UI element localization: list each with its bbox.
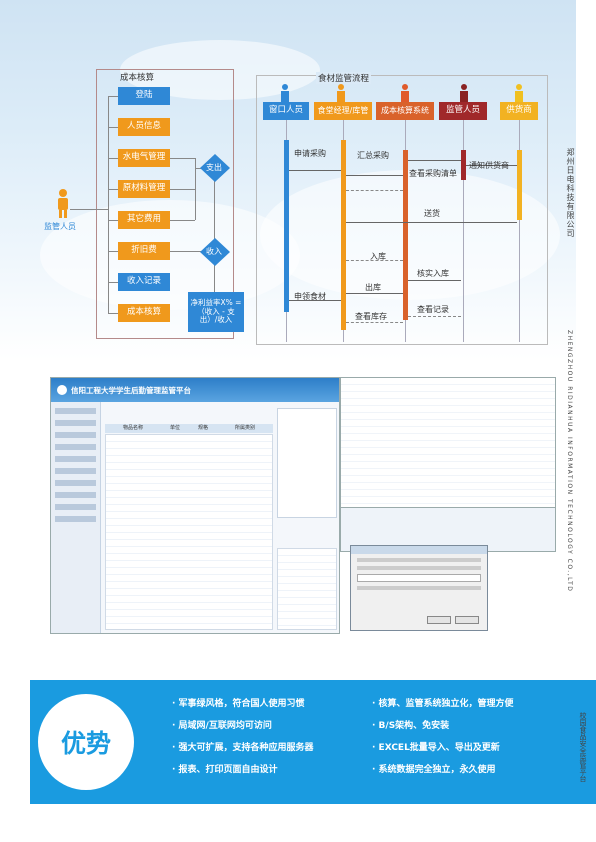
- decision-diamond: [200, 154, 230, 182]
- advantage-item: · 军事绿风格，符合国人使用习惯: [172, 699, 305, 709]
- person-icon: [58, 189, 68, 218]
- advantage-item: · 局域网/互联网均可访问: [172, 721, 272, 731]
- download-dialog: [350, 545, 488, 631]
- msg-stock-out: 出库: [365, 283, 381, 292]
- advantage-item: · 强大可扩展，支持各种应用服务器: [172, 743, 314, 753]
- app-screenshot-detail: [340, 507, 556, 552]
- cost-item-depreciation: 折旧费: [118, 242, 170, 260]
- cost-item-accounting: 成本核算: [118, 304, 170, 322]
- person-icon: [401, 84, 409, 102]
- cost-item-income: 收入记录: [118, 273, 170, 291]
- decision-income: 收入: [206, 247, 222, 256]
- lane-window-staff: 窗口人员: [263, 102, 309, 120]
- person-icon: [281, 84, 289, 102]
- app-screenshot-main: 信阳工程大学学生后勤管理监管平台 物品名称 单位 规格 所属类别: [50, 377, 340, 634]
- company-name-cn: 郑州日电科技有限公司: [566, 148, 575, 238]
- supervision-frame: [256, 75, 548, 345]
- advantage-item: · EXCEL批量导入、导出及更新: [372, 743, 500, 753]
- cost-frame: [96, 69, 234, 339]
- actor-label: 监管人员: [44, 222, 76, 231]
- advantage-item: · 系统数据完全独立，永久使用: [372, 765, 496, 775]
- col-header: 单位: [169, 425, 180, 431]
- cost-item-utilities: 水电气管理: [118, 149, 170, 167]
- lane-canteen-manager: 食堂经理/库管: [314, 102, 372, 120]
- msg-apply-purchase: 申请采购: [294, 149, 326, 158]
- supervision-title: 食材监管流程: [316, 72, 372, 84]
- advantages-badge: 优势: [38, 694, 134, 790]
- lane-supervisor: 监管人员: [439, 102, 487, 120]
- person-icon: [460, 84, 468, 102]
- col-header: 规格: [197, 425, 208, 431]
- msg-requisition: 申领食材: [294, 292, 326, 301]
- advantage-item: · B/S架构、免安装: [372, 721, 450, 731]
- msg-deliver: 送货: [424, 209, 440, 218]
- msg-summarize: 汇总采购: [357, 151, 389, 160]
- screenshot-collage: 信阳工程大学学生后勤管理监管平台 物品名称 单位 规格 所属类别: [50, 377, 556, 634]
- col-header: 物品名称: [122, 425, 143, 431]
- advantage-item: · 报表、打印页面自由设计: [172, 765, 278, 775]
- advantages-title: 优势: [60, 729, 111, 758]
- app-title: 信阳工程大学学生后勤管理监管平台: [71, 385, 191, 395]
- cost-frame-title: 成本核算: [120, 73, 155, 83]
- advantage-item: · 核算、监管系统独立化，管理方便: [372, 699, 514, 709]
- msg-verify-stock-in: 核实入库: [417, 269, 449, 278]
- profit-formula: 净利益率X% = （收入 - 支出）/收入: [188, 292, 244, 332]
- msg-view-inventory: 查看库存: [355, 312, 387, 321]
- person-icon: [337, 84, 345, 102]
- data-table-rows: [105, 434, 273, 630]
- cost-item-materials: 原材料管理: [118, 180, 170, 198]
- cost-item-login: 登陆: [118, 87, 170, 105]
- company-name-en: ZHENGZHOU RIDIANHUA INFORMATION TECHNOLO…: [566, 330, 573, 593]
- decision-diamond: [200, 238, 230, 266]
- msg-notify-supplier: 通知供货商: [469, 161, 509, 170]
- app-logo-icon: [57, 385, 67, 395]
- cost-item-other: 其它费用: [118, 211, 170, 229]
- app-screenshot-table: [340, 377, 556, 527]
- msg-stock-in: 入库: [370, 252, 386, 261]
- cost-item-staff: 人员信息: [118, 118, 170, 136]
- lane-supplier: 供货商: [500, 102, 538, 120]
- msg-view-records: 查看记录: [417, 305, 449, 314]
- msg-view-list: 查看采购清单: [409, 169, 457, 178]
- lane-cost-system: 成本核算系统: [376, 102, 434, 120]
- platform-name: 校园食品安全监管平台: [579, 712, 587, 782]
- person-icon: [515, 84, 523, 102]
- col-header: 所属类别: [234, 425, 255, 431]
- decision-expense: 支出: [206, 163, 222, 172]
